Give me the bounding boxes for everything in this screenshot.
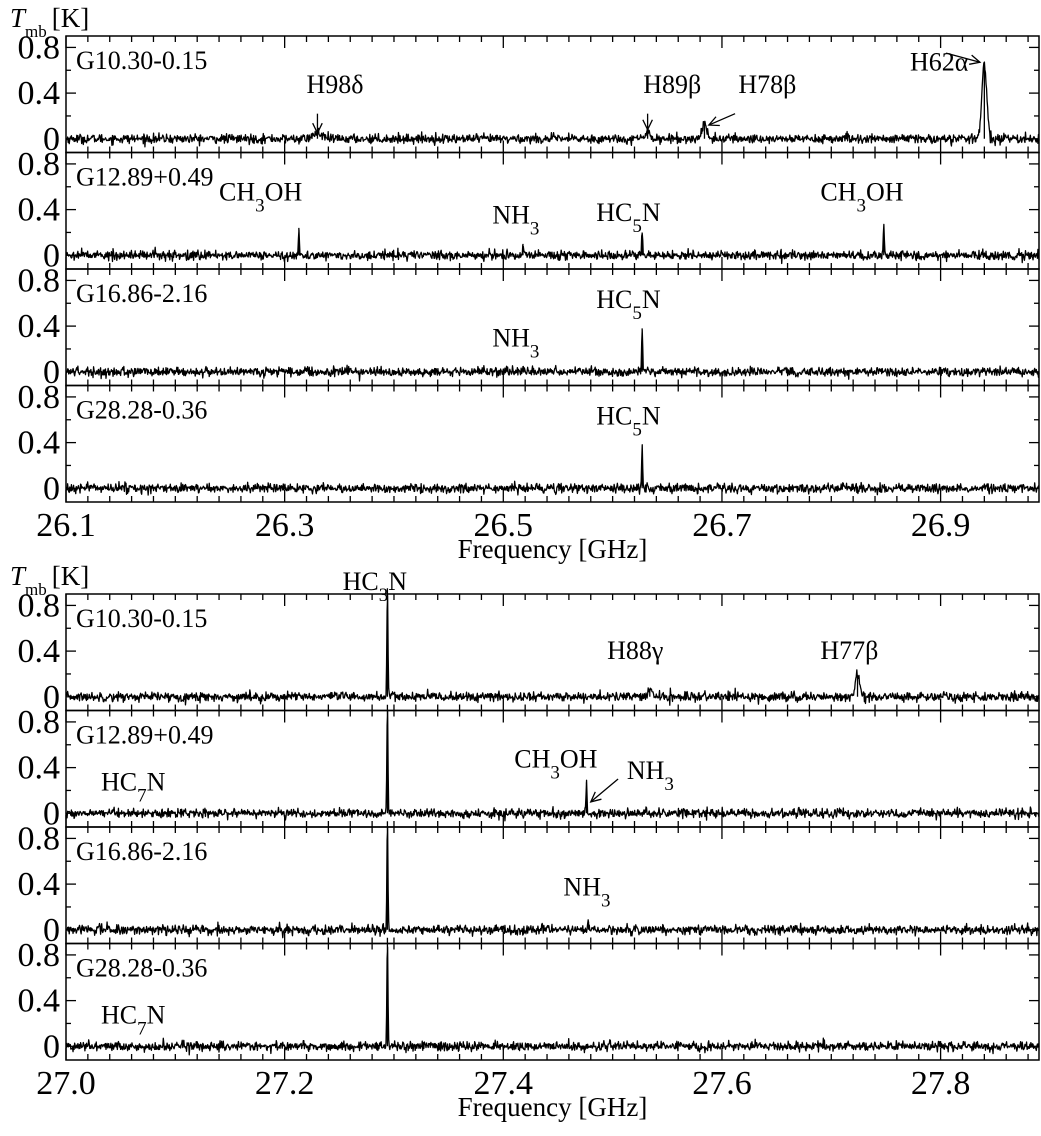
- y-tick-label: 0.8: [18, 29, 61, 66]
- y-tick-label: 0.4: [18, 750, 61, 787]
- y-tick-label: 0: [43, 912, 60, 949]
- panel-G16.86-2.16: 0.8 0.4 0 G16.86-2.16 NH3: [18, 820, 1040, 949]
- y-tick-label: 0.4: [18, 308, 61, 345]
- y-axis-label: Tmb [K]: [10, 561, 89, 599]
- arrow-head: [642, 119, 653, 132]
- y-tick-label: 0: [43, 121, 60, 158]
- arrow-head: [312, 122, 323, 135]
- label-arrow: [708, 113, 736, 126]
- arrow-head: [589, 791, 602, 803]
- source-label: G12.89+0.49: [76, 721, 213, 750]
- arrow-head: [969, 54, 982, 65]
- y-tick-label: 0.4: [18, 425, 61, 462]
- source-label: G10.30-0.15: [76, 604, 207, 633]
- y-tick-label: 0.8: [18, 146, 61, 183]
- y-tick-label: 0: [43, 354, 60, 391]
- line-label: NH3: [492, 324, 539, 363]
- line-label: H88γ: [607, 636, 663, 665]
- spectrum-line: [65, 704, 1040, 822]
- line-label: HC5N: [596, 285, 661, 324]
- line-label: NH3: [627, 756, 674, 795]
- source-label: G16.86-2.16: [76, 279, 207, 308]
- panel-G10.30-0.15: 0.8 0.4 0 G10.30-0.15 H98δ H89β H78β H62α: [18, 29, 1040, 158]
- line-label: NH3: [492, 200, 539, 239]
- y-tick-label: 0.8: [18, 820, 61, 857]
- x-tick-label: 27.2: [255, 1065, 315, 1102]
- panel-frame: [65, 268, 1040, 387]
- y-tick-label: 0: [43, 1028, 60, 1065]
- line-label: CH3OH: [820, 177, 903, 216]
- panel-G16.86-2.16: 0.8 0.4 0 G16.86-2.16 NH3 HC5N: [18, 262, 1040, 391]
- panel-G28.28-0.36: 0.8 0.4 0 G28.28-0.36 HC7N: [18, 937, 1040, 1065]
- y-tick-label: 0.8: [18, 379, 61, 416]
- source-label: G10.30-0.15: [76, 46, 207, 75]
- line-label: HC5N: [596, 198, 661, 237]
- x-tick-label: 26.5: [474, 507, 534, 544]
- x-tick-label: 26.7: [692, 507, 752, 544]
- y-tick-label: 0.4: [18, 75, 61, 112]
- line-label: H98δ: [307, 70, 364, 99]
- line-label: HC7N: [101, 767, 166, 806]
- x-axis-label: Frequency [GHz]: [458, 534, 648, 564]
- x-tick-label: 26.3: [255, 507, 315, 544]
- panel-G12.89+0.49: 0.8 0.4 0 G12.89+0.49 HC7N CH3OH NH3: [18, 704, 1040, 832]
- spectrum-line: [65, 223, 1040, 265]
- source-label: G16.86-2.16: [76, 837, 207, 866]
- x-tick-label: 26.1: [36, 507, 96, 544]
- x-tick-label: 27.6: [692, 1065, 752, 1102]
- x-tick-label: 26.9: [911, 507, 971, 544]
- arrow-head: [707, 116, 720, 127]
- x-tick-label: 27.0: [36, 1065, 96, 1102]
- line-label: HC5N: [596, 401, 661, 440]
- panel-G28.28-0.36: 0.8 0.4 0 G28.28-0.36 HC5N: [18, 379, 1040, 507]
- line-label: H77β: [820, 636, 878, 665]
- line-label: H89β: [643, 70, 701, 99]
- x-tick-label: 27.4: [474, 1065, 534, 1102]
- panel-frame: [65, 942, 1040, 1061]
- panel-G10.30-0.15: 0.8 0.4 0 G10.30-0.15 HC3N H88γ H77β: [18, 567, 1040, 716]
- y-tick-label: 0.8: [18, 937, 61, 974]
- y-axis-label: Tmb [K]: [10, 3, 89, 41]
- source-label: G12.89+0.49: [76, 163, 213, 192]
- line-label: CH3OH: [219, 177, 302, 216]
- y-tick-label: 0.4: [18, 983, 61, 1020]
- y-tick-label: 0.8: [18, 262, 61, 299]
- source-label: G28.28-0.36: [76, 396, 207, 425]
- y-tick-label: 0.4: [18, 633, 61, 670]
- line-label: NH3: [563, 873, 610, 912]
- line-label: HC3N: [343, 567, 408, 606]
- spectrum-line: [65, 937, 1040, 1056]
- y-tick-label: 0: [43, 679, 60, 716]
- spectrum-line: [65, 588, 1040, 706]
- panel-frame: [65, 35, 1040, 154]
- line-label: HC7N: [101, 1000, 166, 1038]
- y-tick-label: 0: [43, 470, 60, 507]
- spectrum-line: [65, 444, 1040, 496]
- line-label: H78β: [738, 70, 796, 99]
- y-tick-label: 0.4: [18, 866, 61, 903]
- line-label: CH3OH: [514, 745, 597, 784]
- y-tick-label: 0: [43, 795, 60, 832]
- y-tick-label: 0.8: [18, 587, 61, 624]
- source-label: G28.28-0.36: [76, 954, 207, 983]
- label-arrow: [945, 52, 981, 63]
- y-tick-label: 0: [43, 237, 60, 274]
- line-label: H62α: [910, 47, 969, 76]
- spectrum-line: [65, 61, 1040, 148]
- label-arrow: [590, 778, 619, 803]
- y-tick-label: 0.8: [18, 704, 61, 741]
- x-axis-label: Frequency [GHz]: [458, 1092, 648, 1122]
- spectrum-line: [65, 328, 1040, 382]
- y-tick-label: 0.4: [18, 192, 61, 229]
- panel-frame: [65, 384, 1040, 503]
- spectrum-line: [65, 821, 1040, 939]
- x-tick-label: 27.8: [911, 1065, 971, 1102]
